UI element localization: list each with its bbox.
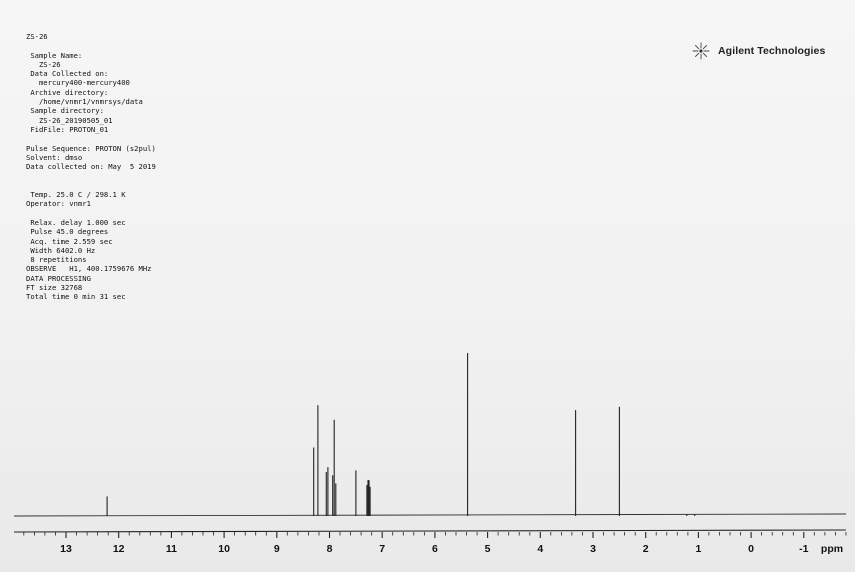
parameter-line: Total time 0 min 31 sec bbox=[26, 292, 126, 302]
parameter-line: DATA PROCESSING bbox=[26, 273, 91, 283]
tick-label: 7 bbox=[379, 543, 385, 555]
ppm-axis: 13 12 11 10 9 8 7 6 5 4 3 2 1 0 -1 ppm bbox=[13, 529, 847, 555]
tick-label: 6 bbox=[432, 543, 438, 555]
parameter-line: FidFile: PROTON_01 bbox=[26, 124, 109, 134]
tick-label: 13 bbox=[60, 543, 72, 555]
parameter-line: Relax. delay 1.000 sec bbox=[26, 217, 126, 227]
tick-label: 8 bbox=[327, 543, 333, 555]
parameter-line: Acq. time 2.559 sec bbox=[26, 236, 113, 246]
spectrum-baseline bbox=[13, 513, 847, 517]
parameter-line: Data Collected on: bbox=[26, 69, 109, 79]
spectrum-trace bbox=[13, 353, 847, 517]
parameter-line: ZS-26_20190505_01 bbox=[26, 115, 113, 125]
parameter-line: Solvent: dmso bbox=[26, 152, 83, 162]
agilent-spark-icon bbox=[692, 42, 710, 60]
parameter-line: /home/vnmr1/vnmrsys/data bbox=[26, 97, 143, 107]
tick-label: 4 bbox=[537, 543, 543, 555]
parameter-line: Pulse Sequence: PROTON (s2pul) bbox=[26, 143, 156, 153]
parameter-line: OBSERVE H1, 400.1759676 MHz bbox=[26, 264, 152, 274]
parameter-line: Width 6402.0 Hz bbox=[26, 245, 96, 255]
tick-label: 11 bbox=[166, 543, 177, 555]
tick-label: 3 bbox=[590, 543, 596, 555]
agilent-logo-text: Agilent Technologies bbox=[718, 45, 826, 57]
parameter-line: Temp. 25.0 C / 298.1 K bbox=[26, 190, 126, 200]
axis-line bbox=[13, 529, 847, 533]
parameter-line: ZS-26 bbox=[26, 32, 48, 41]
tick-label: 9 bbox=[274, 543, 280, 555]
tick-label: 5 bbox=[485, 543, 491, 555]
parameter-line: Archive directory: bbox=[26, 87, 109, 97]
parameter-line: mercury400-mercury400 bbox=[26, 78, 130, 88]
tick-label: 12 bbox=[113, 543, 125, 555]
tick-label: 10 bbox=[218, 543, 230, 555]
tick-label: 2 bbox=[643, 543, 649, 555]
parameter-line: Pulse 45.0 degrees bbox=[26, 227, 109, 237]
agilent-logo: Agilent Technologies bbox=[692, 42, 825, 60]
parameter-line: Data collected on: May 5 2019 bbox=[26, 162, 156, 172]
parameter-line: Sample Name: bbox=[26, 50, 83, 60]
parameter-line: Sample directory: bbox=[26, 106, 104, 116]
parameter-line: ZS-26 bbox=[26, 59, 61, 69]
axis-unit-label: ppm bbox=[821, 543, 843, 555]
tick-label: -1 bbox=[799, 543, 808, 555]
parameter-line: Operator: vnmr1 bbox=[26, 199, 91, 209]
tick-label: 0 bbox=[748, 543, 754, 555]
tick-label: 1 bbox=[695, 543, 701, 555]
parameter-line: FT size 32768 bbox=[26, 283, 83, 293]
acquisition-parameters: ZS-26 Sample Name: ZS-26 Data Collected … bbox=[26, 32, 156, 302]
parameter-line: 8 repetitions bbox=[26, 255, 87, 265]
